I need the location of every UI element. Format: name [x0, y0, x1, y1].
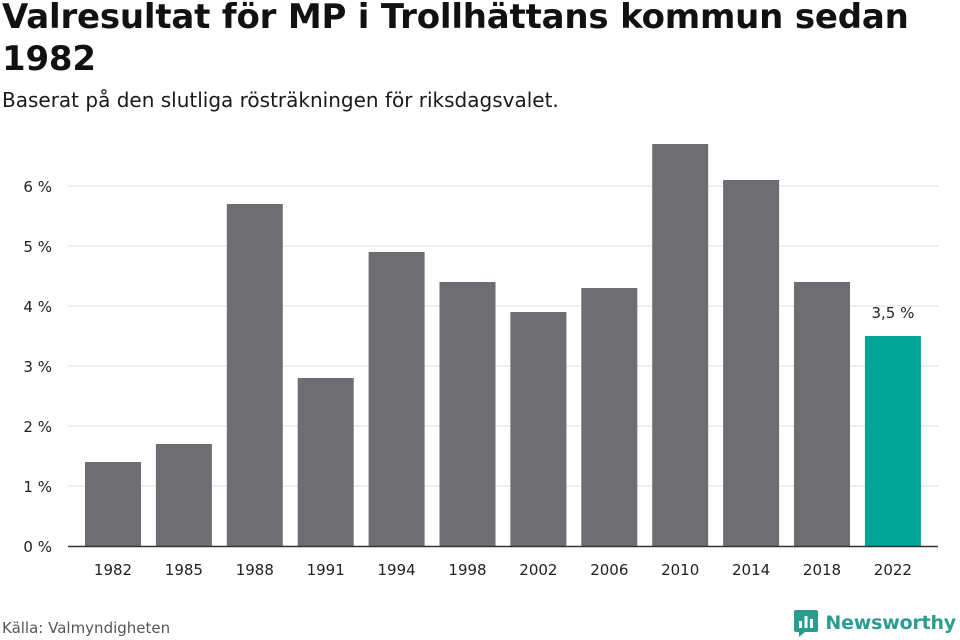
brand-name: Newsworthy — [825, 612, 956, 634]
y-tick-label: 0 % — [23, 538, 52, 556]
bar-1982 — [85, 462, 141, 546]
x-tick-label: 1998 — [448, 561, 486, 579]
bar-chart: 0 %1 %2 %3 %4 %5 %6 % 1982 1985 1988 1991 19… — [23, 144, 938, 579]
x-tick-label: 2010 — [661, 561, 699, 579]
bar-2010 — [652, 144, 709, 546]
bar-2014 — [723, 180, 780, 546]
source-note: Källa: Valmyndigheten — [2, 619, 171, 637]
x-tick-label: 1985 — [165, 561, 203, 579]
x-tick-label: 2002 — [519, 561, 557, 579]
y-tick-label: 5 % — [23, 238, 52, 256]
bar-2002 — [510, 312, 567, 546]
bar-1988 — [226, 204, 283, 546]
bar-1998 — [439, 282, 496, 546]
bar-2006 — [581, 288, 638, 546]
y-axis-tick-labels: 0 % 1 % 2 % 3 % 4 % 5 % 6 % — [23, 178, 52, 556]
bar-2018 — [794, 282, 850, 546]
bar-1991 — [297, 378, 354, 546]
newsworthy-brand: Newsworthy — [793, 608, 956, 638]
chart-title: Valresultat för MP i Trollhättans kommun… — [2, 0, 909, 79]
x-tick-label: 1982 — [94, 561, 132, 579]
x-tick-label: 2022 — [874, 561, 912, 579]
annotations: 3,5 % — [871, 304, 914, 322]
data-label-2022: 3,5 % — [871, 304, 914, 322]
newsworthy-logo-icon — [794, 610, 819, 637]
y-tick-label: 6 % — [23, 178, 52, 196]
x-tick-label: 2018 — [803, 561, 841, 579]
gridlines — [68, 185, 938, 487]
x-tick-label: 2006 — [590, 561, 628, 579]
bars — [85, 144, 921, 546]
x-tick-label: 2014 — [732, 561, 770, 579]
x-tick-label: 1991 — [307, 561, 345, 579]
chart-subtitle: Baserat på den slutliga rösträkningen fö… — [2, 88, 559, 112]
bar-2022 — [864, 336, 921, 546]
x-tick-label: 1994 — [378, 561, 416, 579]
bar-1994 — [368, 252, 425, 546]
y-tick-label: 2 % — [23, 418, 52, 436]
bar-1985 — [155, 444, 212, 546]
x-axis-tick-labels: 1982 1985 1988 1991 1994 1998 2002 2006 2010 2014… — [94, 561, 912, 579]
y-tick-label: 1 % — [23, 478, 52, 496]
y-tick-label: 4 % — [23, 298, 52, 316]
x-tick-label: 1988 — [236, 561, 274, 579]
y-tick-label: 3 % — [23, 358, 52, 376]
